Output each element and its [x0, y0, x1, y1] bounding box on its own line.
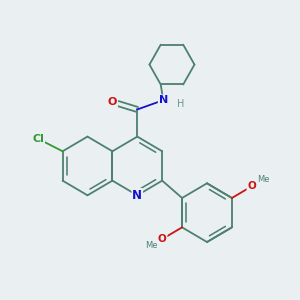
Text: Cl: Cl: [32, 134, 44, 144]
Text: O: O: [108, 97, 117, 107]
Text: Me: Me: [145, 241, 157, 250]
Text: O: O: [247, 181, 256, 191]
Text: O: O: [158, 234, 167, 244]
Text: H: H: [177, 99, 184, 109]
Text: N: N: [132, 189, 142, 202]
Text: N: N: [159, 95, 168, 105]
Text: Me: Me: [257, 175, 269, 184]
